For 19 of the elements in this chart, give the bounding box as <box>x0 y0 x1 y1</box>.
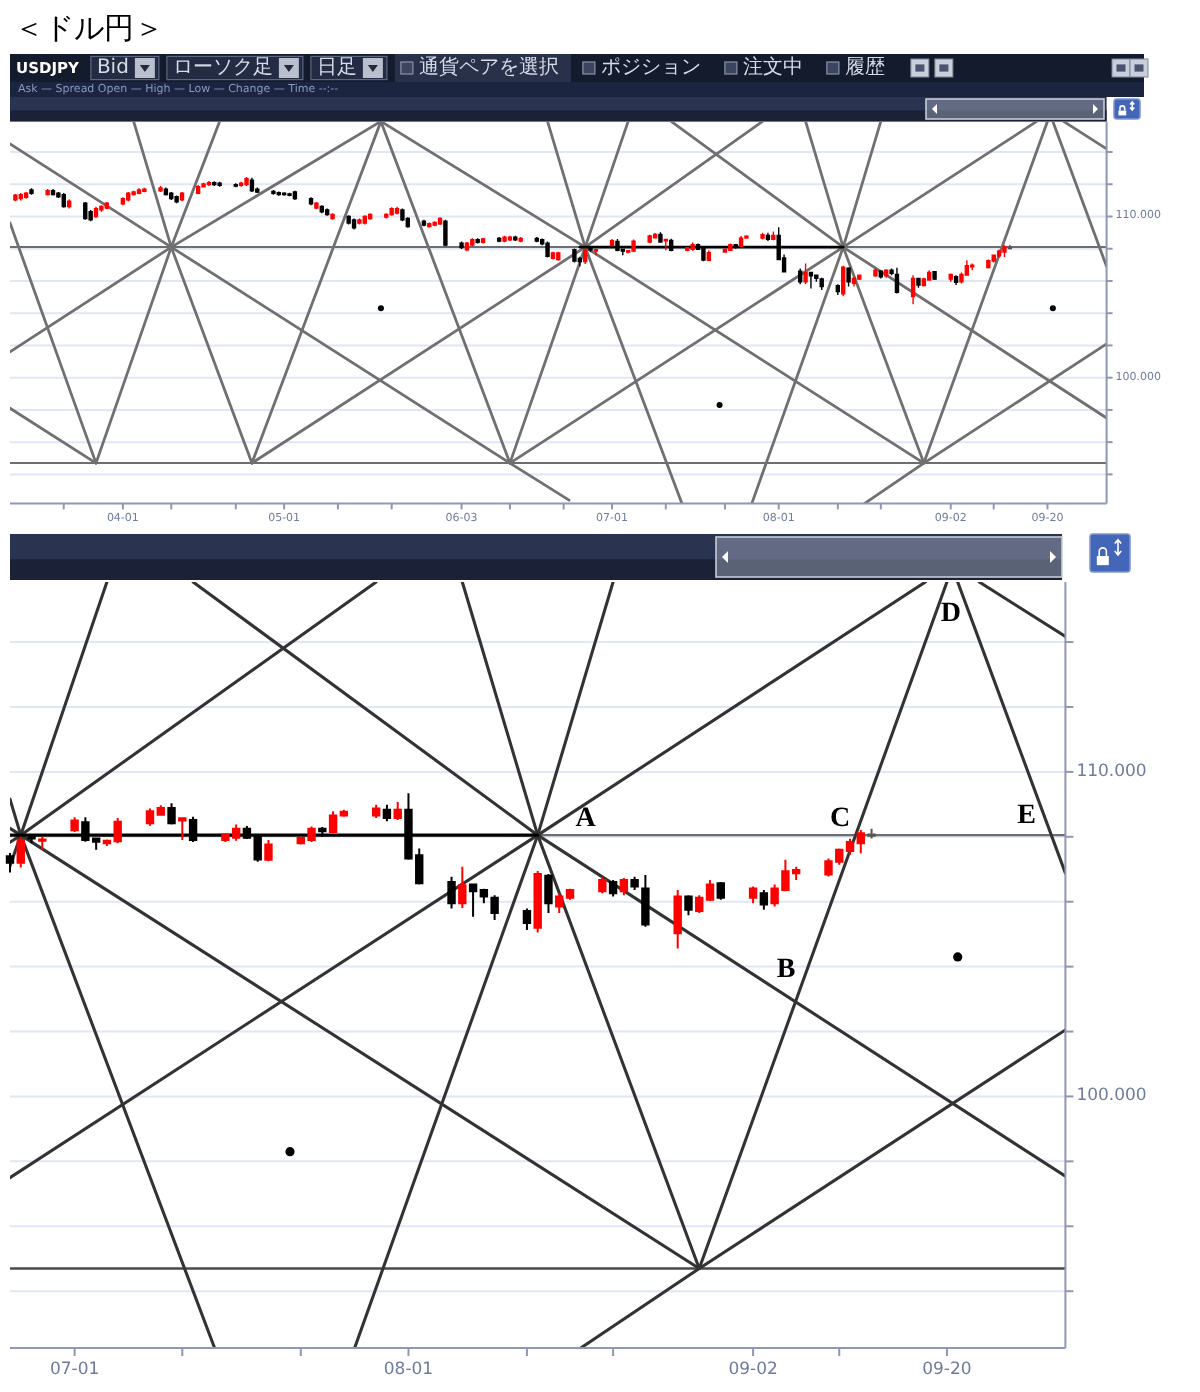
control-dropdown: ローソク足 <box>166 55 304 81</box>
control-checkbox: 通貨ペアを選択 <box>394 54 571 82</box>
chart-title: ＜ドル円＞ <box>14 14 164 46</box>
annotation: E <box>1017 800 1036 831</box>
y-tick-label: 110.000 <box>1076 761 1147 782</box>
annotation: A <box>575 804 598 835</box>
annotation: D <box>940 599 962 629</box>
x-tick-label: 08-01 <box>383 1360 434 1380</box>
control-dropdown: Bid <box>90 55 160 81</box>
annotation: C <box>829 803 851 834</box>
annotation: B <box>776 955 796 986</box>
y-tick-label: 100.000 <box>1076 1086 1147 1107</box>
x-tick-label: 07-01 <box>49 1360 100 1380</box>
control-dropdown: 日足 <box>310 55 388 81</box>
control-checkbox: 履歴 <box>826 57 885 79</box>
control-checkbox: ポジション <box>582 57 701 79</box>
control-checkbox: 注文中 <box>724 57 803 79</box>
x-tick-label: 09-02 <box>728 1360 778 1380</box>
x-tick-label: 09-20 <box>922 1360 972 1380</box>
